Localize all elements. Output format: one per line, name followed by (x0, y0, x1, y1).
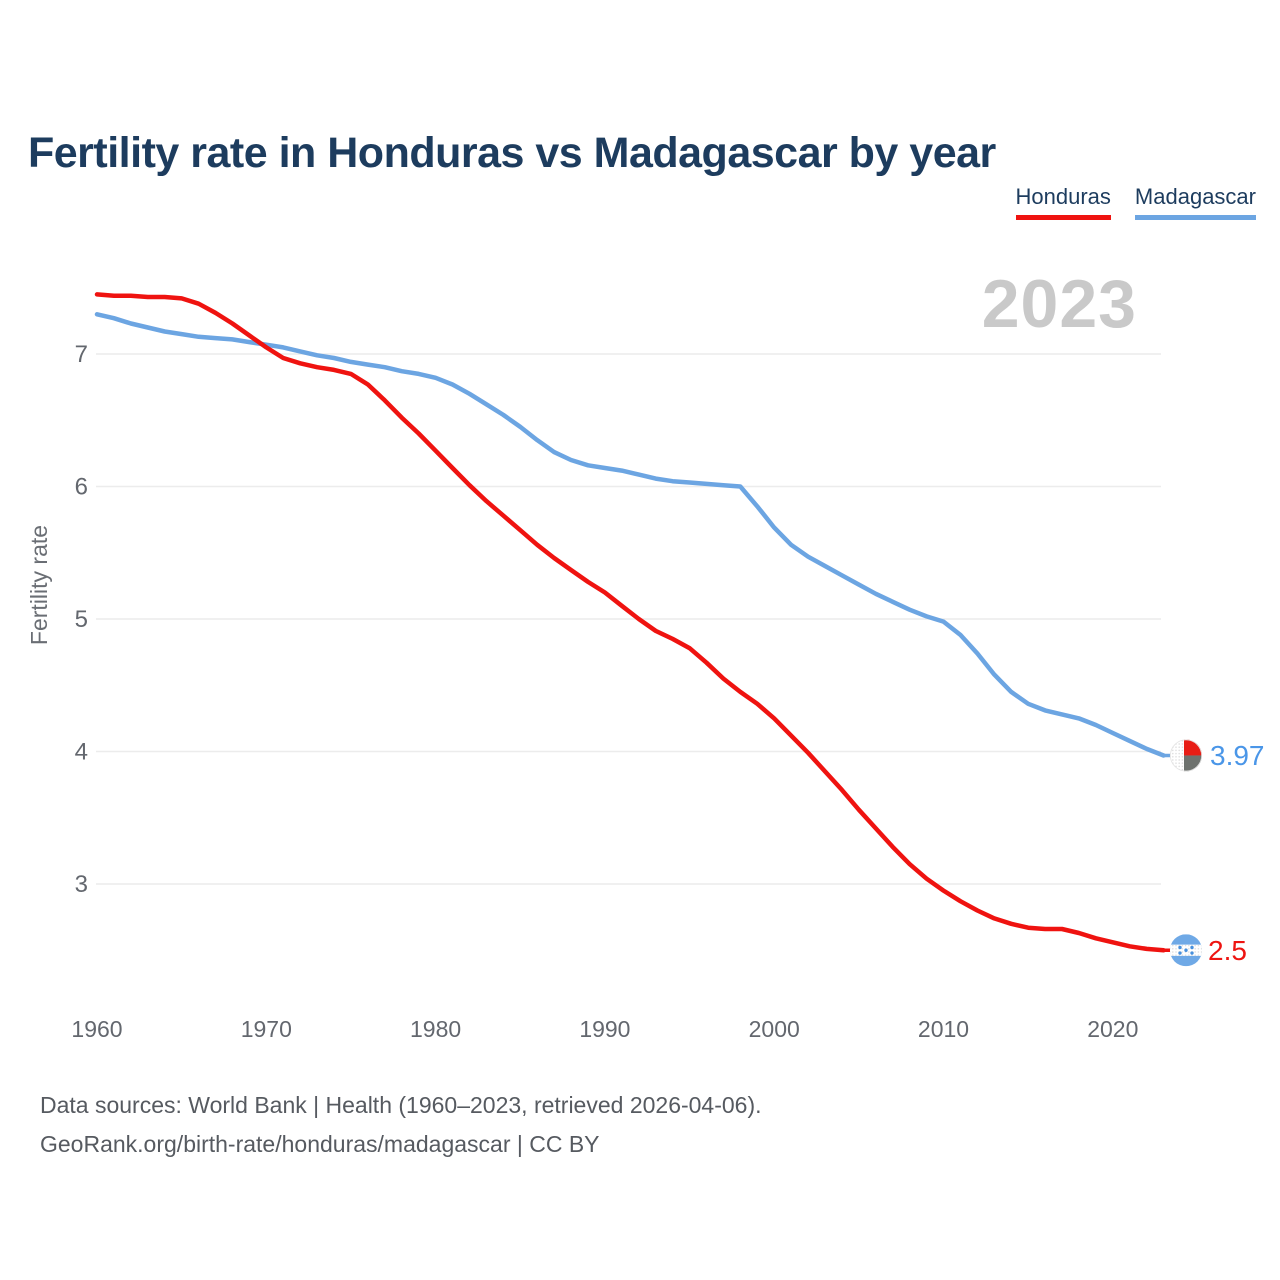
footer: Data sources: World Bank | Health (1960–… (40, 1086, 762, 1164)
footer-source-line: Data sources: World Bank | Health (1960–… (40, 1092, 762, 1118)
x-tick-label: 1980 (410, 1016, 461, 1042)
honduras-flag-icon (1170, 934, 1202, 967)
x-tick-label: 2000 (749, 1016, 800, 1042)
legend: Honduras Madagascar (1015, 184, 1256, 220)
x-tick-label: 2010 (918, 1016, 969, 1042)
x-tick-label: 1970 (241, 1016, 292, 1042)
y-tick-label: 4 (75, 739, 88, 766)
y-tick-label: 3 (75, 871, 88, 898)
line-chart: 7 6 5 4 3 1960 1970 1980 1990 2000 2010 2020 Fertili… (26, 292, 1265, 1042)
madagascar-flag-ring (1170, 739, 1203, 772)
honduras-end-value: 2.5 (1208, 935, 1247, 966)
x-tick-label: 1990 (579, 1016, 630, 1042)
madagascar-end-value: 3.97 (1210, 740, 1265, 771)
footer-attribution-line: GeoRank.org/birth-rate/honduras/madagasc… (40, 1131, 600, 1157)
honduras-line (94, 292, 1166, 953)
y-tick-label: 7 (75, 341, 88, 368)
y-tick-label: 6 (75, 474, 88, 501)
chart-title: Fertility rate in Honduras vs Madagascar… (28, 128, 996, 177)
legend-item-honduras[interactable]: Honduras (1015, 184, 1111, 220)
legend-item-madagascar[interactable]: Madagascar (1134, 184, 1256, 220)
madagascar-line (94, 312, 1166, 758)
y-axis-title: Fertility rate (26, 525, 52, 645)
x-tick-label: 1960 (71, 1016, 122, 1042)
year-watermark: 2023 (981, 266, 1137, 342)
x-tick-label: 2020 (1087, 1016, 1138, 1042)
y-tick-label: 5 (75, 606, 88, 633)
